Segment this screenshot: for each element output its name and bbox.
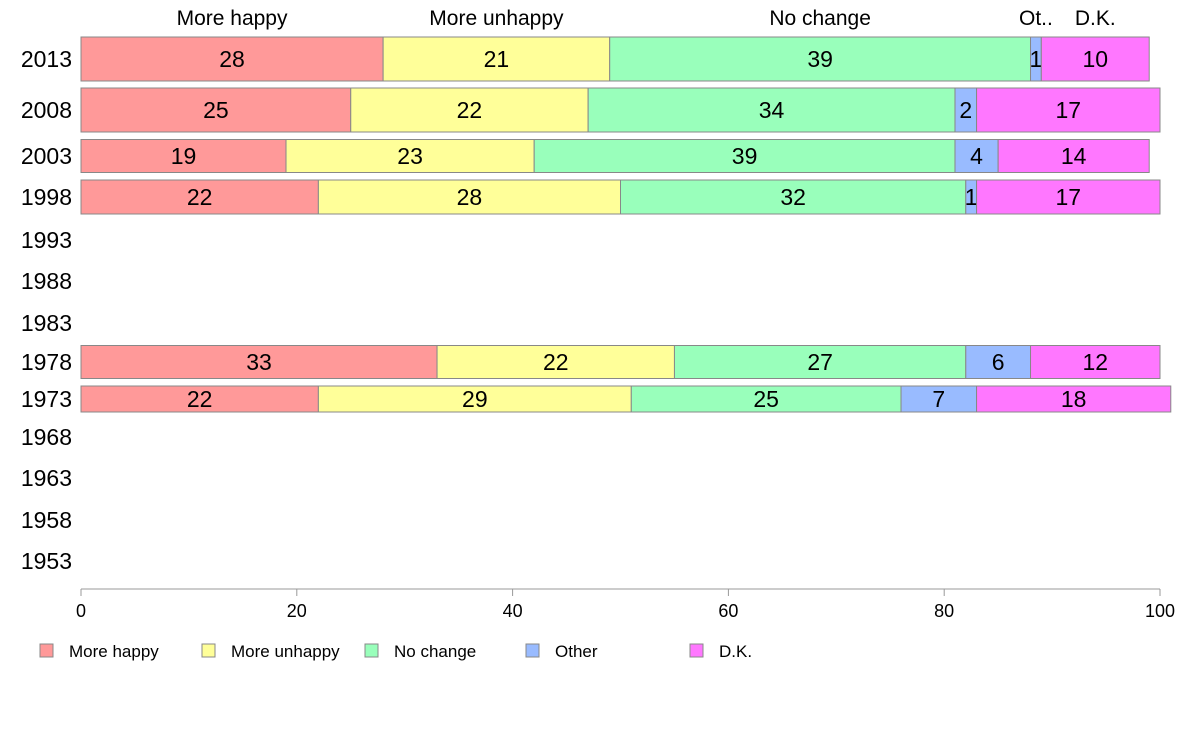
bar-value-label: 19 (171, 143, 197, 169)
bar-value-label: 22 (543, 349, 569, 375)
bar-segment (317, 179, 621, 215)
year-label: 1963 (21, 465, 72, 491)
bar-value-label: 18 (1061, 386, 1087, 412)
bar-segment (1030, 345, 1161, 379)
bar-segment (436, 345, 675, 379)
bar-value-label: 12 (1082, 349, 1108, 375)
bar-segment (954, 139, 999, 173)
bar-segment (620, 179, 967, 215)
bar-value-label: 33 (246, 349, 272, 375)
bar-segment (80, 139, 287, 173)
bar-segment (587, 87, 956, 133)
bar-segment (976, 87, 1161, 133)
bar-value-label: 28 (219, 46, 245, 72)
bar-value-label: 32 (780, 184, 806, 210)
year-label: 2008 (21, 97, 72, 123)
bar-segment (80, 179, 319, 215)
bar-value-label: 39 (807, 46, 833, 72)
bar-value-label: 6 (992, 349, 1005, 375)
column-header: More happy (177, 7, 288, 30)
year-label: 1978 (21, 349, 72, 375)
bar-value-label: 34 (759, 97, 785, 123)
bar-value-label: 23 (397, 143, 423, 169)
year-label: 1953 (21, 548, 72, 574)
year-label: 1973 (21, 386, 72, 412)
x-axis: 0 20 40 60 80 100 (76, 588, 1175, 621)
bar-value-label: 10 (1082, 46, 1108, 72)
column-header: No change (769, 7, 871, 30)
legend-label: More happy (69, 642, 159, 661)
bar-segment (900, 385, 978, 413)
column-header: More unhappy (429, 7, 564, 30)
legend-label: More unhappy (231, 642, 340, 661)
year-label: 1998 (21, 184, 72, 210)
x-tick-label: 20 (287, 601, 307, 621)
bar-value-label: 29 (462, 386, 488, 412)
year-label: 1993 (21, 227, 72, 253)
bar-segment (80, 36, 384, 82)
bar-value-label: 39 (732, 143, 758, 169)
bar-value-label: 17 (1055, 97, 1081, 123)
legend-label: No change (394, 642, 476, 661)
bar-value-label: 7 (932, 386, 945, 412)
legend-swatch (201, 643, 216, 658)
bar-value-label: 22 (187, 184, 213, 210)
bar-segment (997, 139, 1150, 173)
column-header: Ot.. (1019, 7, 1053, 30)
bar-segment (80, 87, 352, 133)
year-labels: 2013 2008 2003 1998 1993 1988 1983 1978 1973 1968… (21, 46, 72, 574)
x-tick-label: 60 (718, 601, 738, 621)
x-tick-label: 0 (76, 601, 86, 621)
legend-label: Other (555, 642, 598, 661)
bar-value-label: 25 (203, 97, 229, 123)
bar-value-label: 14 (1061, 143, 1087, 169)
year-label: 1983 (21, 310, 72, 336)
legend: More happy More unhappy No change Other D.K. (39, 642, 752, 661)
bar-value-label: 27 (807, 349, 833, 375)
bar-segment (976, 179, 1161, 215)
bar-segment (965, 345, 1032, 379)
bar-segment (673, 345, 967, 379)
bar-segment (285, 139, 535, 173)
bar-value-label: 17 (1055, 184, 1081, 210)
bar-value-label: 1 (1030, 46, 1043, 72)
year-label: 2013 (21, 46, 72, 72)
bar-value-label: 4 (970, 143, 983, 169)
bar-segment (609, 36, 1032, 82)
bar-value-label: 2 (959, 97, 972, 123)
legend-swatch (525, 643, 540, 658)
bar-segment (630, 385, 902, 413)
year-label: 1958 (21, 507, 72, 533)
bar-segment (1040, 36, 1150, 82)
bar-segment (80, 385, 319, 413)
bar-segment (976, 385, 1172, 413)
x-tick-label: 100 (1145, 601, 1175, 621)
bar-segment (382, 36, 611, 82)
x-tick-label: 80 (934, 601, 954, 621)
bar-segment (533, 139, 956, 173)
year-label: 1968 (21, 424, 72, 450)
year-label: 1988 (21, 268, 72, 294)
bar-value-label: 25 (753, 386, 779, 412)
column-headers: More happy More unhappy No change Ot.. D.K. (177, 7, 1116, 30)
bar-value-label: 28 (457, 184, 483, 210)
legend-swatch (689, 643, 704, 658)
column-header: D.K. (1075, 7, 1116, 30)
x-tick-label: 40 (503, 601, 523, 621)
bars: 28 21 39 1 10 25 22 34 2 17 19 23 39 4 14 22 28 32 1 17 33 22… (80, 36, 1172, 413)
legend-swatch (364, 643, 379, 658)
year-label: 2003 (21, 143, 72, 169)
bar-value-label: 21 (484, 46, 510, 72)
bar-segment (350, 87, 589, 133)
bar-value-label: 22 (457, 97, 483, 123)
legend-swatch (39, 643, 54, 658)
bar-value-label: 1 (965, 184, 978, 210)
legend-label: D.K. (719, 642, 752, 661)
bar-value-label: 22 (187, 386, 213, 412)
